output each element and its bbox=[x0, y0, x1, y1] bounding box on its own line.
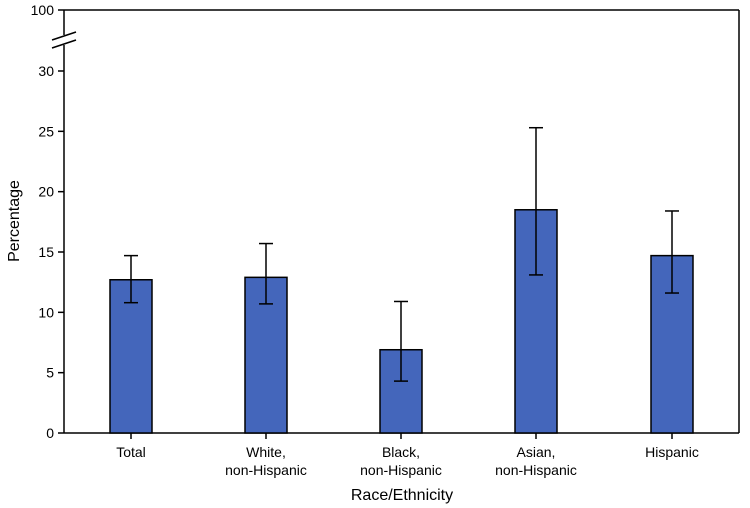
y-tick-label: 0 bbox=[46, 425, 54, 441]
y-tick-label: 10 bbox=[38, 304, 54, 320]
x-tick-label: Asian, non-Hispanic bbox=[495, 444, 577, 478]
y-axis-title: Percentage bbox=[6, 180, 23, 262]
x-axis: Total White, non-Hispanic Black, non-Hispani… bbox=[116, 433, 699, 478]
y-tick-label: 15 bbox=[38, 244, 54, 260]
x-tick-label-line: Asian, bbox=[517, 444, 556, 460]
y-tick-label: 5 bbox=[46, 365, 54, 381]
y-tick-label: 100 bbox=[31, 2, 55, 18]
y-tick-label: 30 bbox=[38, 63, 54, 79]
error-bars bbox=[124, 126, 679, 382]
axis-break-mark-upper bbox=[51, 31, 77, 41]
x-tick-label-line: non-Hispanic bbox=[225, 462, 307, 478]
x-tick-label: Hispanic bbox=[645, 444, 699, 460]
x-tick-label-line: non-Hispanic bbox=[495, 462, 577, 478]
y-tick-label: 20 bbox=[38, 184, 54, 200]
x-tick-label-line: Total bbox=[116, 444, 146, 460]
x-tick-label-line: Black, bbox=[382, 444, 420, 460]
x-tick-label: Total bbox=[116, 444, 146, 460]
x-axis-title: Race/Ethnicity bbox=[351, 487, 453, 504]
bar bbox=[109, 279, 153, 434]
x-tick-label-line: non-Hispanic bbox=[360, 462, 442, 478]
x-tick-label: Black, non-Hispanic bbox=[360, 444, 442, 478]
axis-break-mark-lower bbox=[51, 39, 77, 49]
x-tick-label-line: White, bbox=[246, 444, 286, 460]
x-tick-label-line: Hispanic bbox=[645, 444, 699, 460]
y-tick-label: 25 bbox=[38, 123, 54, 139]
y-axis: 0 5 10 15 20 25 30 100 bbox=[31, 2, 64, 441]
x-tick-label: White, non-Hispanic bbox=[225, 444, 307, 478]
